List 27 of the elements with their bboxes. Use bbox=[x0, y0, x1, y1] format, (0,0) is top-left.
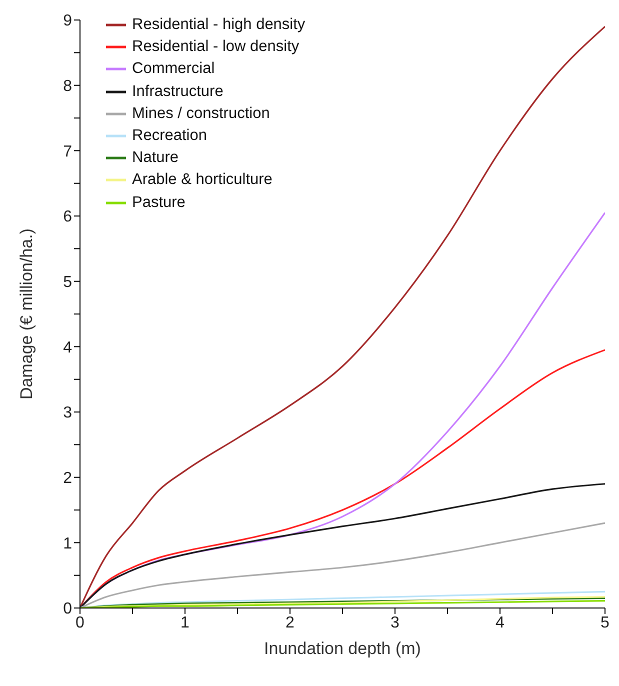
y-tick-label: 5 bbox=[63, 274, 72, 292]
legend-label: Arable & horticulture bbox=[132, 171, 272, 188]
y-tick-label: 0 bbox=[63, 600, 72, 618]
x-tick-label: 1 bbox=[180, 614, 190, 632]
x-axis-title: Inundation depth (m) bbox=[264, 639, 421, 658]
x-tick-label: 0 bbox=[76, 614, 85, 632]
y-axis-title: Damage (€ million/ha.) bbox=[17, 228, 36, 400]
legend-label: Nature bbox=[132, 149, 179, 166]
y-tick-label: 6 bbox=[63, 208, 72, 226]
legend-label: Residential - low density bbox=[132, 38, 300, 56]
legend-label: Commercial bbox=[132, 60, 215, 78]
y-tick-label: 1 bbox=[63, 535, 72, 552]
x-tick-label: 4 bbox=[496, 614, 505, 632]
legend-label: Mines / construction bbox=[132, 104, 270, 122]
x-tick-label: 3 bbox=[390, 614, 400, 632]
y-tick-label: 8 bbox=[63, 78, 72, 96]
y-tick-label: 3 bbox=[63, 404, 72, 422]
legend-label: Pasture bbox=[132, 194, 186, 211]
legend-label: Residential - high density bbox=[132, 16, 306, 33]
legend-label: Infrastructure bbox=[132, 82, 224, 100]
x-tick-label: 2 bbox=[286, 614, 295, 632]
legend-label: Recreation bbox=[132, 127, 207, 144]
x-tick-label: 5 bbox=[600, 614, 610, 632]
y-tick-label: 4 bbox=[63, 339, 72, 356]
y-tick-label: 7 bbox=[63, 143, 72, 160]
y-tick-label: 2 bbox=[63, 470, 72, 488]
y-tick-label: 9 bbox=[63, 12, 72, 30]
